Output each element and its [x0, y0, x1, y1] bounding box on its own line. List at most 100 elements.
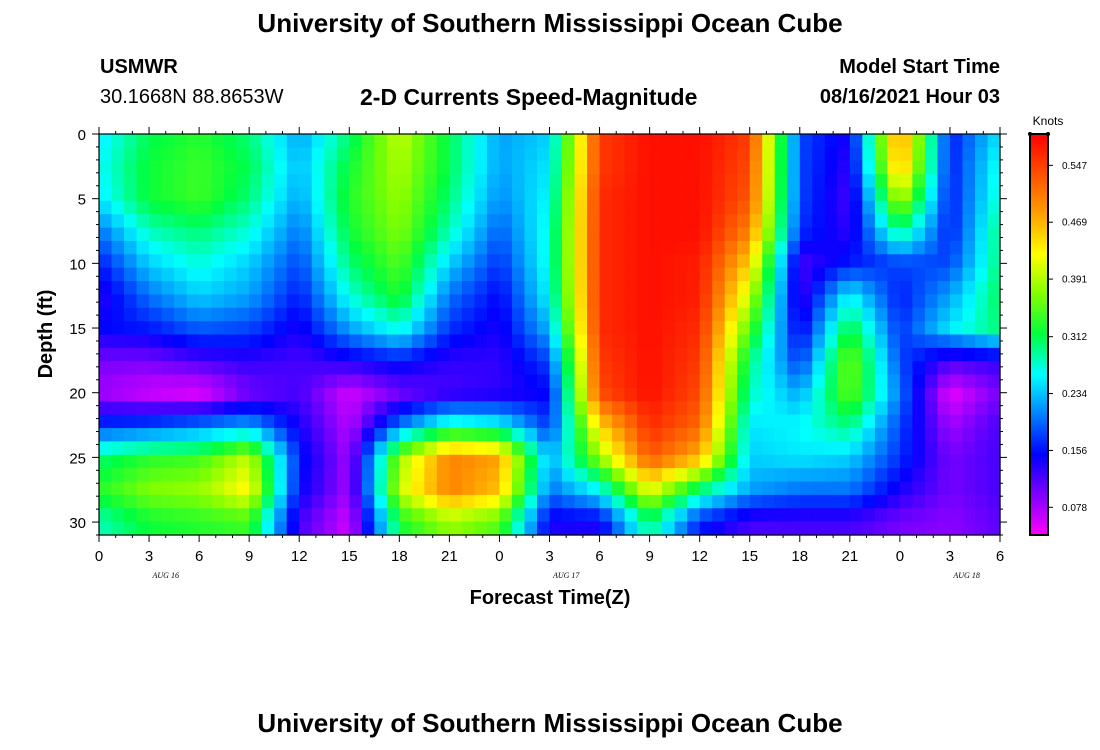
heatmap-cell: [687, 521, 701, 536]
heatmap-cell: [724, 401, 738, 416]
heatmap-cell: [974, 428, 989, 443]
heatmap-cell: [374, 361, 388, 376]
heatmap-cell: [374, 468, 388, 483]
heatmap-cell: [149, 521, 163, 536]
heatmap-cell: [399, 134, 413, 148]
heatmap-cell: [286, 160, 300, 175]
heatmap-cell: [211, 227, 225, 242]
heatmap-cell: [774, 267, 788, 282]
heatmap-cell: [424, 387, 438, 402]
heatmap-cell: [336, 454, 350, 469]
heatmap-cell: [912, 321, 926, 336]
heatmap-cell: [536, 200, 551, 215]
heatmap-cell: [511, 481, 526, 496]
heatmap-cell: [411, 147, 425, 162]
heatmap-cell: [874, 200, 888, 215]
heatmap-cell: [249, 414, 263, 429]
heatmap-cell: [949, 281, 964, 295]
heatmap-cell: [612, 134, 626, 148]
heatmap-cell: [474, 334, 488, 349]
heatmap-cell: [862, 160, 876, 175]
heatmap-cell: [311, 494, 325, 509]
heatmap-cell: [912, 254, 926, 269]
heatmap-cell: [99, 174, 113, 189]
heatmap-cell: [499, 174, 513, 189]
heatmap-cell: [774, 214, 788, 229]
heatmap-cell: [374, 521, 388, 536]
heatmap-cell: [399, 468, 413, 483]
heatmap-cell: [224, 387, 238, 402]
heatmap-cell: [674, 414, 688, 429]
heatmap-cell: [812, 187, 826, 202]
heatmap-cell: [211, 428, 225, 443]
heatmap-cell: [124, 494, 138, 509]
heatmap-cell: [687, 147, 701, 162]
heatmap-cell: [549, 214, 563, 229]
heatmap-cell: [699, 321, 713, 336]
heatmap-cell: [924, 214, 939, 229]
heatmap-cell: [949, 254, 964, 269]
heatmap-cell: [662, 307, 676, 322]
heatmap-cell: [562, 200, 576, 215]
heatmap-cell: [136, 374, 150, 389]
heatmap-cell: [399, 374, 413, 389]
heatmap-cell: [799, 160, 813, 175]
heatmap-cell: [637, 334, 651, 349]
heatmap-cell: [499, 240, 513, 255]
heatmap-cell: [712, 401, 726, 416]
heatmap-cell: [737, 521, 751, 536]
heatmap-cell: [937, 361, 951, 376]
heatmap-cell: [849, 240, 863, 255]
heatmap-cell: [787, 428, 801, 443]
heatmap-cell: [111, 374, 125, 389]
heatmap-cell: [211, 441, 225, 456]
heatmap-cell: [924, 227, 939, 242]
heatmap-cell: [474, 441, 488, 456]
heatmap-cell: [612, 214, 626, 229]
x-date-label: AUG 17: [552, 571, 580, 580]
heatmap-cell: [386, 307, 400, 322]
heatmap-cell: [574, 321, 588, 336]
heatmap-cell: [199, 281, 213, 295]
heatmap-cell: [386, 240, 400, 255]
heatmap-cell: [974, 174, 989, 189]
heatmap-cell: [174, 361, 188, 376]
heatmap-cell: [749, 187, 763, 202]
heatmap-cell: [224, 361, 238, 376]
heatmap-cell: [762, 281, 776, 295]
heatmap-cell: [349, 334, 363, 349]
heatmap-cell: [199, 200, 213, 215]
heatmap-cell: [336, 374, 350, 389]
heatmap-cell: [461, 468, 476, 483]
heatmap-cell: [499, 294, 513, 309]
heatmap-cell: [374, 294, 388, 309]
heatmap-cell: [962, 508, 976, 523]
heatmap-cell: [361, 334, 375, 349]
heatmap-cell: [549, 267, 563, 282]
heatmap-cell: [874, 387, 888, 402]
heatmap-cell: [161, 281, 175, 295]
heatmap-cell: [787, 321, 801, 336]
heatmap-cell: [812, 441, 826, 456]
heatmap-cell: [862, 454, 876, 469]
heatmap-cell: [837, 361, 851, 376]
heatmap-cell: [524, 494, 538, 509]
heatmap-cell: [274, 294, 288, 309]
heatmap-cell: [261, 307, 275, 322]
heatmap-cell: [374, 387, 388, 402]
heatmap-cell: [612, 401, 626, 416]
heatmap-cell: [712, 414, 726, 429]
heatmap-cell: [536, 481, 551, 496]
heatmap-cell: [587, 414, 601, 429]
heatmap-cell: [224, 294, 238, 309]
heatmap-cell: [549, 227, 563, 242]
heatmap-cell: [174, 347, 188, 362]
heatmap-cell: [587, 240, 601, 255]
heatmap-cell: [199, 334, 213, 349]
heatmap-cell: [762, 187, 776, 202]
heatmap-cell: [937, 481, 951, 496]
x-tick-label: 3: [946, 548, 954, 565]
heatmap-cell: [862, 267, 876, 282]
heatmap-cell: [224, 414, 238, 429]
heatmap-cell: [712, 361, 726, 376]
